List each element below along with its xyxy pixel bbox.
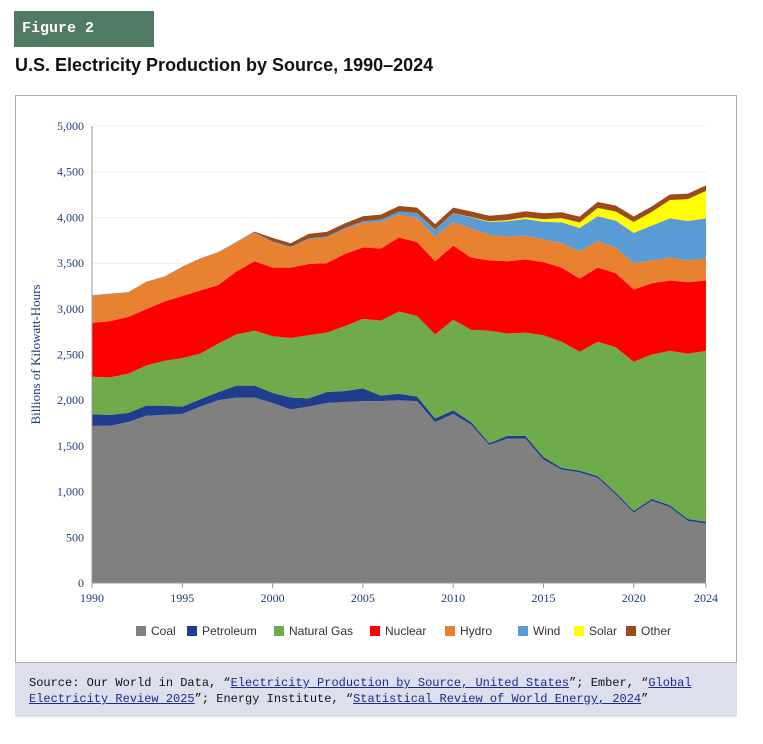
legend-swatch [274,626,284,636]
legend-swatch [518,626,528,636]
y-tick-label: 4,000 [57,210,84,224]
x-tick-label: 1995 [170,591,194,605]
y-tick-label: 1,500 [57,439,84,453]
source-note: Source: Our World in Data, “Electricity … [15,663,737,717]
stacked-area-chart: 0 500 1,000 1,500 2,000 2,500 3,000 3,500 4,000 4… [28,119,718,638]
area-coal [92,397,706,583]
y-tick-label: 0 [78,576,84,590]
x-tick-label: 1990 [80,591,104,605]
figure-label: Figure 2 [14,11,154,47]
y-tick-label: 3,000 [57,302,84,316]
legend-label: Other [641,624,671,638]
source-text: ”; Energy Institute, “ [194,692,354,706]
legend-swatch [136,626,146,636]
y-tick-label: 3,500 [57,256,84,270]
y-tick-label: 500 [66,530,84,544]
legend-swatch [626,626,636,636]
legend-label: Wind [533,624,560,638]
legend-swatch [445,626,455,636]
source-link-ember[interactable]: Global Electricity Review 2025 [29,676,692,706]
x-tick-label: 2015 [531,591,555,605]
x-tick-label: 2020 [622,591,646,605]
source-text: ”; Ember, “ [569,676,649,690]
y-tick-label: 5,000 [57,119,84,133]
legend-label: Nuclear [385,624,426,638]
source-link-owid[interactable]: Electricity Production by Source, United… [230,676,570,690]
legend-swatch [370,626,380,636]
y-tick-label: 2,500 [57,348,84,362]
y-axis-label: Billions of Kilowatt-Hours [28,284,43,424]
chart-frame [15,95,737,663]
legend-label: Coal [151,624,176,638]
legend-swatch [187,626,197,636]
area-natural-gas [92,311,706,522]
area-hydro [92,214,706,323]
legend-label: Natural Gas [289,624,353,638]
legend-label: Solar [589,624,617,638]
y-tick-label: 1,000 [57,485,84,499]
area-other [92,185,706,296]
y-tick-label: 4,500 [57,165,84,179]
area-wind [92,211,706,296]
area-nuclear [92,237,706,378]
x-tick-label: 2010 [441,591,465,605]
x-tick-label: 2005 [351,591,375,605]
source-text: Source: Our World in Data, “ [29,676,231,690]
legend-label: Petroleum [202,624,257,638]
x-tick-label: 2024 [694,591,718,605]
y-tick-label: 2,000 [57,393,84,407]
chart-title: U.S. Electricity Production by Source, 1… [15,55,434,75]
source-link-energy-institute[interactable]: Statistical Review of World Energy, 2024 [353,692,642,706]
x-tick-label: 2000 [261,591,285,605]
legend-swatch [574,626,584,636]
legend-label: Hydro [460,624,492,638]
source-text: ” [641,692,649,706]
